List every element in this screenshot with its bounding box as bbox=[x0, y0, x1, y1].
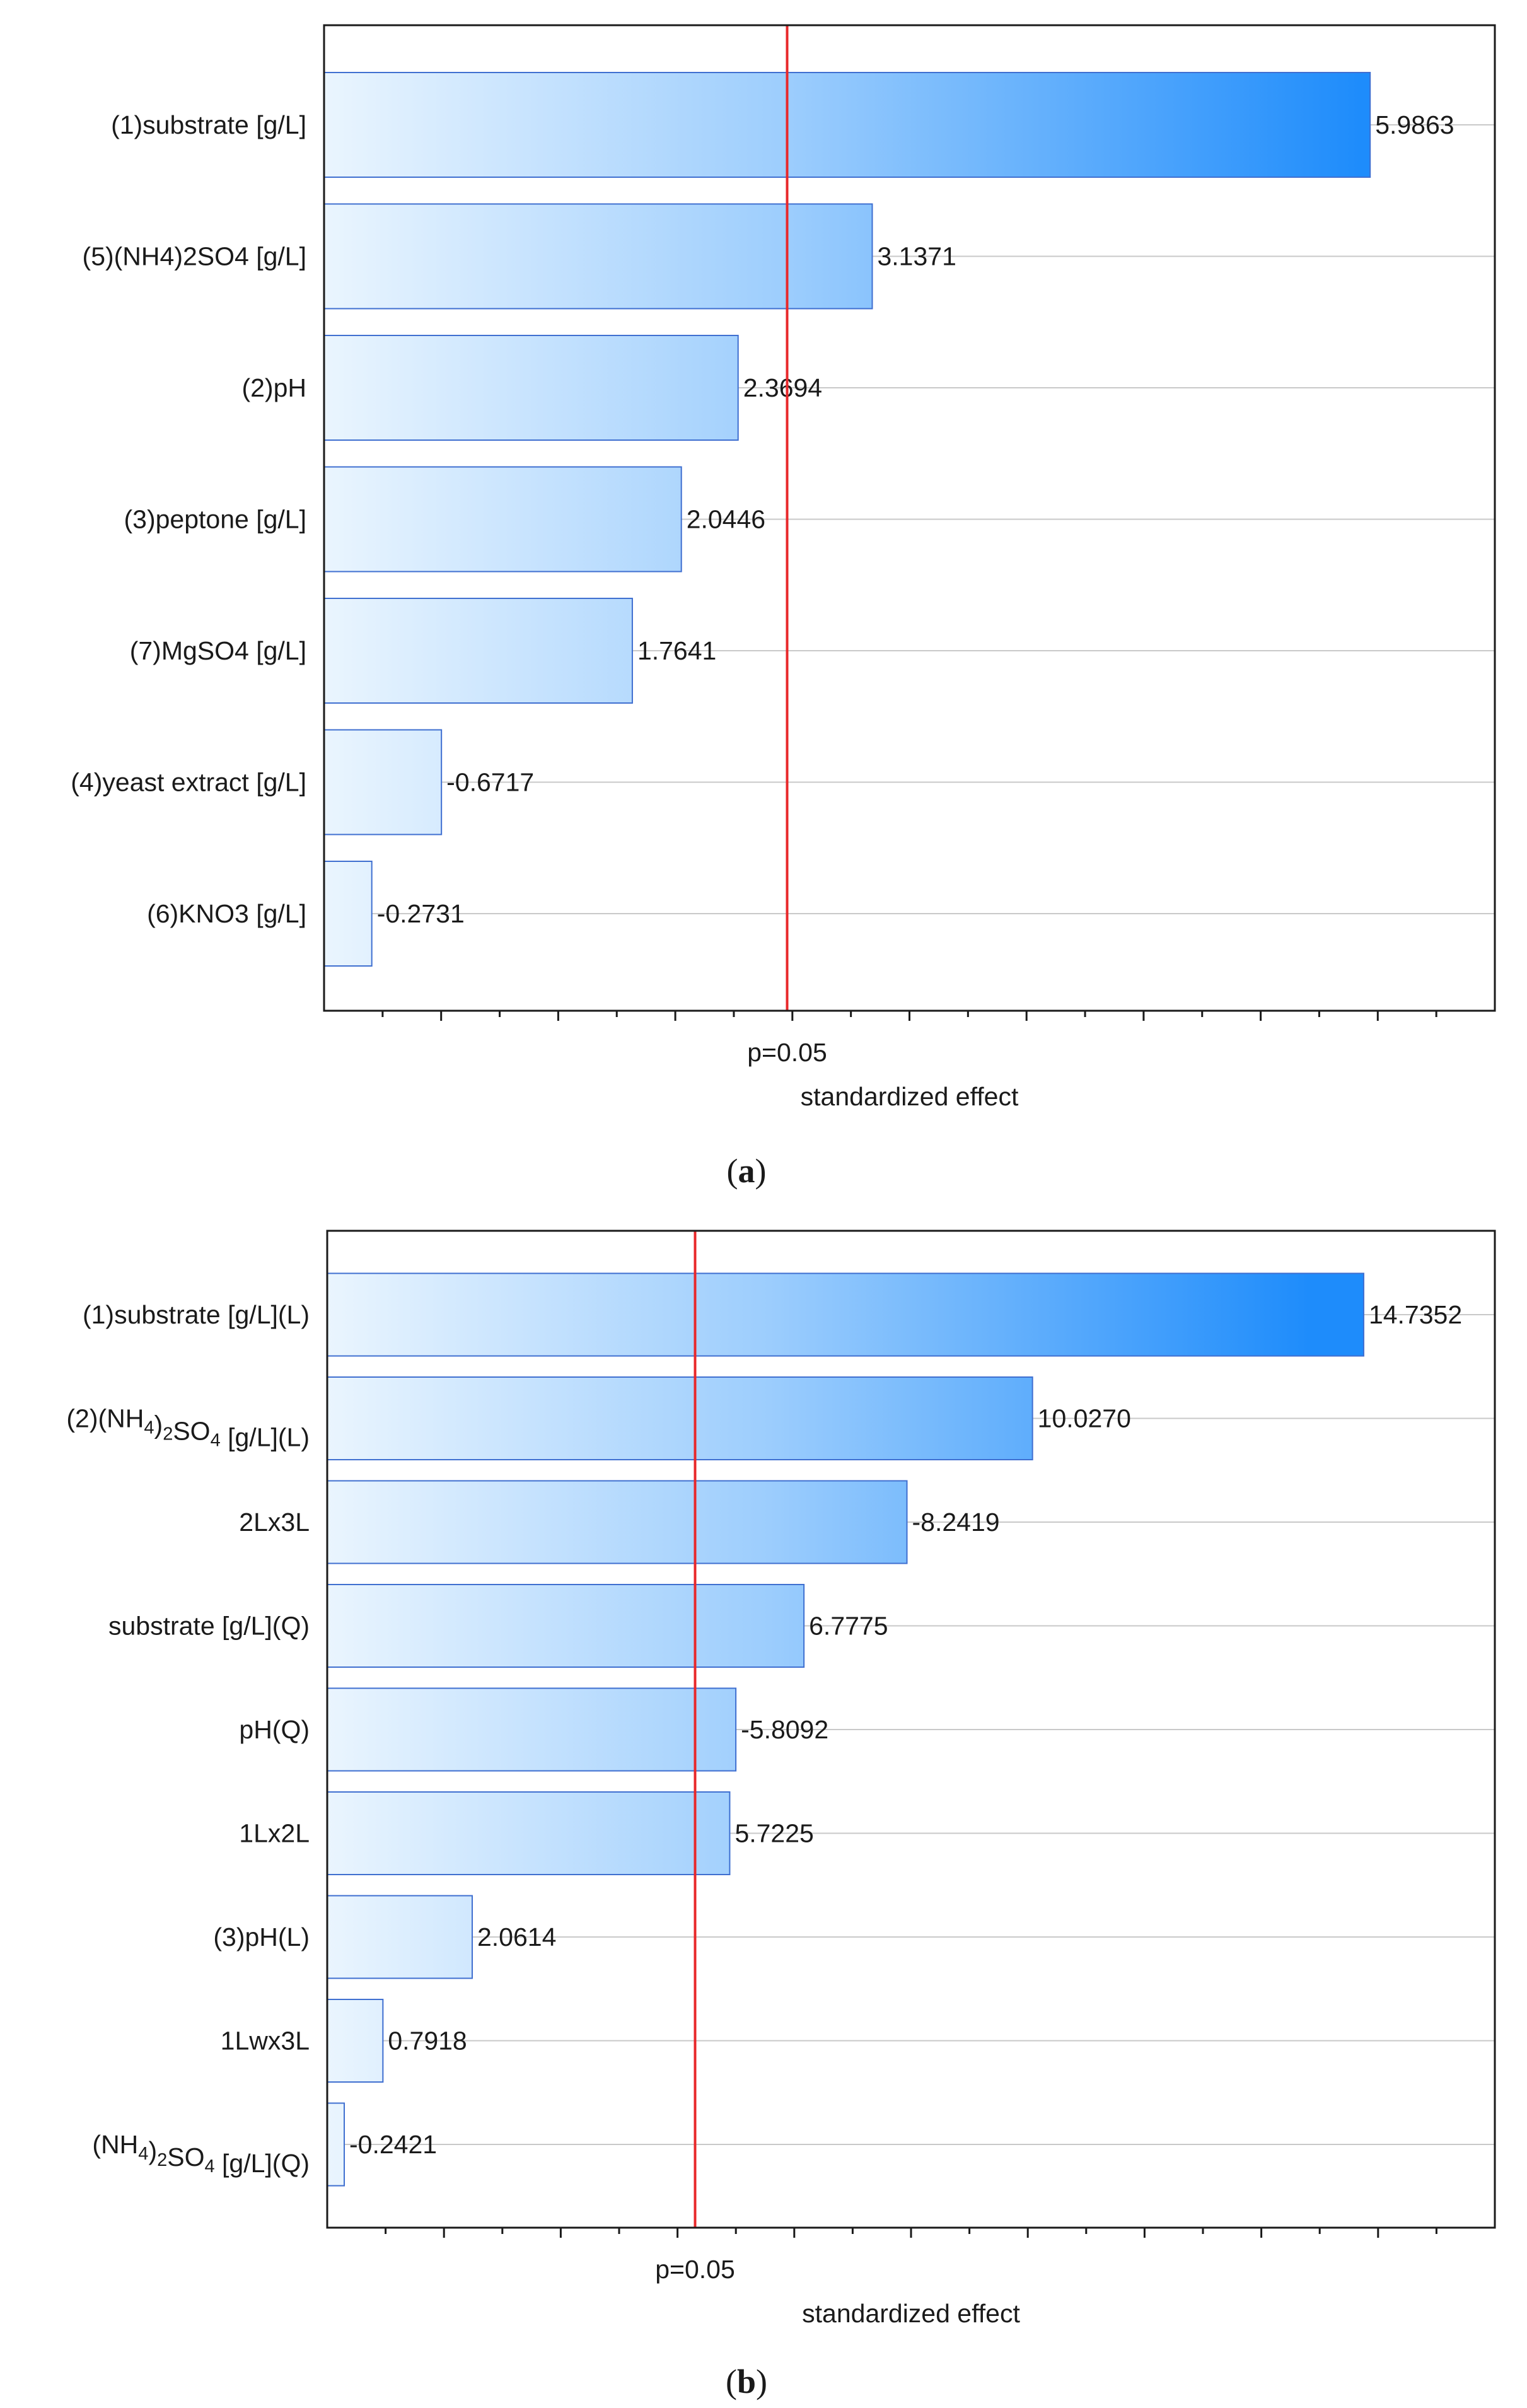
chart-b-category-label: pH(Q) bbox=[239, 1715, 310, 1744]
chart-a-value-label: -0.2731 bbox=[377, 899, 465, 928]
chart-a-category-label: (4)yeast extract [g/L] bbox=[71, 768, 306, 797]
chart-b-category-label: (3)pH(L) bbox=[213, 1922, 310, 1951]
chart-b-bar bbox=[327, 1687, 737, 1772]
chart-b-bar bbox=[327, 1791, 731, 1875]
chart-b-value-label: 5.7225 bbox=[734, 1819, 813, 1848]
chart-b-bar bbox=[327, 2102, 345, 2187]
chart-a-bars bbox=[323, 72, 1371, 967]
chart-b-bar bbox=[327, 1584, 805, 1668]
chart-a-bar bbox=[323, 729, 443, 835]
chart-a-ticks bbox=[381, 1011, 1437, 1021]
chart-b-bars bbox=[327, 1272, 1364, 2187]
chart-a-category-label: (1)substrate [g/L] bbox=[111, 110, 306, 139]
chart-b-value-label: 6.7775 bbox=[809, 1612, 888, 1641]
chart-b-category-label: 1Lx2L bbox=[239, 1819, 310, 1848]
chart-b-value-label: 2.0614 bbox=[477, 1922, 556, 1951]
chart-a-bar bbox=[323, 466, 682, 573]
chart-b-value-label: 10.0270 bbox=[1038, 1404, 1131, 1433]
chart-b-caption: (b) bbox=[726, 2363, 767, 2400]
chart-b-value-labels: 14.7352 10.0270 -8.2419 6.7775 -5.8092 5.7225… bbox=[349, 1300, 1462, 2159]
chart-b-value-label: -0.2421 bbox=[349, 2130, 437, 2159]
chart-a-bar bbox=[323, 72, 1371, 178]
chart-b-threshold-label: p=0.05 bbox=[655, 2255, 735, 2284]
chart-b-category-labels: (1)substrate [g/L](L) (2)(NH4)2SO4 [g/L](… bbox=[66, 1300, 310, 2178]
chart-b-x-axis-label: standardized effect bbox=[802, 2299, 1020, 2328]
chart-b-value-label: 14.7352 bbox=[1369, 1300, 1462, 1329]
chart-b-bar bbox=[327, 1272, 1364, 1357]
chart-b: (1)substrate [g/L](L) (2)(NH4)2SO4 [g/L](… bbox=[66, 1230, 1496, 2400]
chart-a-x-axis-label: standardized effect bbox=[801, 1082, 1019, 1111]
chart-a-value-label: 1.7641 bbox=[637, 636, 716, 665]
chart-b-bar bbox=[327, 1480, 908, 1564]
chart-a-value-label: 2.0446 bbox=[687, 505, 765, 534]
chart-b-category-label: substrate [g/L](Q) bbox=[108, 1612, 310, 1641]
chart-a-category-label: (6)KNO3 [g/L] bbox=[147, 899, 306, 928]
chart-b-category-label: (NH4)2SO4 [g/L](Q) bbox=[92, 2130, 310, 2178]
chart-a-category-labels: (1)substrate [g/L] (5)(NH4)2SO4 [g/L] (2)p… bbox=[71, 110, 306, 928]
chart-a-value-label: 3.1371 bbox=[877, 242, 956, 271]
chart-b-ticks bbox=[385, 2228, 1437, 2238]
chart-b-value-label: 0.7918 bbox=[388, 2027, 467, 2056]
chart-b-category-label: (2)(NH4)2SO4 [g/L](L) bbox=[66, 1404, 310, 1452]
chart-b-category-label: (1)substrate [g/L](L) bbox=[83, 1300, 310, 1329]
chart-b-value-label: -5.8092 bbox=[741, 1715, 828, 1744]
chart-a-value-label: 2.3694 bbox=[743, 373, 822, 402]
chart-a-caption-letter: a bbox=[738, 1152, 755, 1190]
chart-b-caption-letter: b bbox=[737, 2363, 756, 2400]
chart-a-bar bbox=[323, 335, 739, 441]
chart-a-value-label: 5.9863 bbox=[1375, 110, 1454, 139]
chart-a-category-label: (5)(NH4)2SO4 [g/L] bbox=[83, 242, 306, 271]
chart-a-category-label: (7)MgSO4 [g/L] bbox=[130, 636, 306, 665]
chart-a-category-label: (2)pH bbox=[241, 373, 306, 402]
chart-a-caption: (a) bbox=[727, 1152, 767, 1190]
chart-a-bar bbox=[323, 598, 633, 704]
chart-b-bar bbox=[327, 1376, 1033, 1460]
chart-a-threshold-label: p=0.05 bbox=[747, 1038, 827, 1067]
chart-a-category-label: (3)peptone [g/L] bbox=[124, 505, 306, 534]
chart-b-bar bbox=[327, 1999, 384, 2083]
chart-a: (1)substrate [g/L] (5)(NH4)2SO4 [g/L] (2)p… bbox=[71, 24, 1496, 1190]
chart-b-value-label: -8.2419 bbox=[912, 1508, 1000, 1537]
chart-a-value-labels: 5.9863 3.1371 2.3694 2.0446 1.7641 -0.6717 -0.… bbox=[377, 110, 1454, 928]
chart-b-category-label: 2Lx3L bbox=[239, 1508, 310, 1537]
chart-a-bar bbox=[323, 203, 873, 310]
chart-a-bar bbox=[323, 861, 373, 967]
chart-b-bar bbox=[327, 1895, 473, 1979]
chart-a-value-label: -0.6717 bbox=[446, 768, 534, 797]
chart-b-category-label: 1Lwx3L bbox=[221, 2027, 310, 2056]
